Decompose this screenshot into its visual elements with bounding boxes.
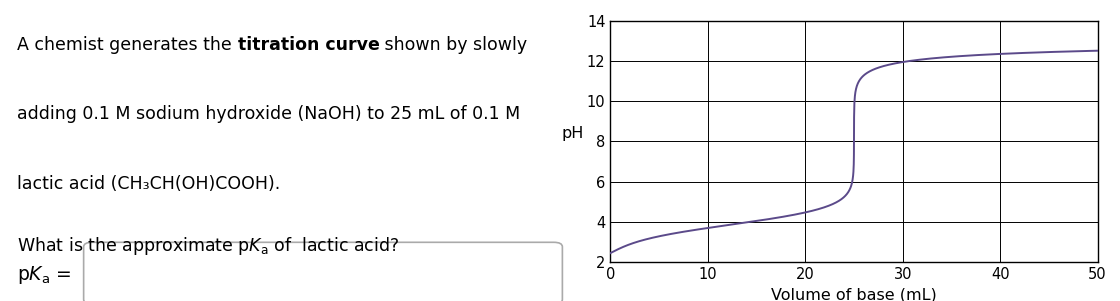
Text: p$K_\mathrm{a}$ =: p$K_\mathrm{a}$ = xyxy=(17,264,72,286)
Text: A chemist generates the: A chemist generates the xyxy=(17,36,237,54)
Y-axis label: pH: pH xyxy=(562,126,585,141)
X-axis label: Volume of base (mL): Volume of base (mL) xyxy=(772,287,936,301)
Text: shown by slowly: shown by slowly xyxy=(380,36,528,54)
Text: adding 0.1 M sodium hydroxide (NaOH) to 25 mL of 0.1 M: adding 0.1 M sodium hydroxide (NaOH) to … xyxy=(17,105,521,123)
Text: What is the approximate p$K_\mathrm{a}$ of  lactic acid?: What is the approximate p$K_\mathrm{a}$ … xyxy=(17,235,400,257)
Text: lactic acid (CH₃CH(OH)COOH).: lactic acid (CH₃CH(OH)COOH). xyxy=(17,175,280,193)
Text: titration curve: titration curve xyxy=(237,36,380,54)
FancyBboxPatch shape xyxy=(84,242,562,301)
